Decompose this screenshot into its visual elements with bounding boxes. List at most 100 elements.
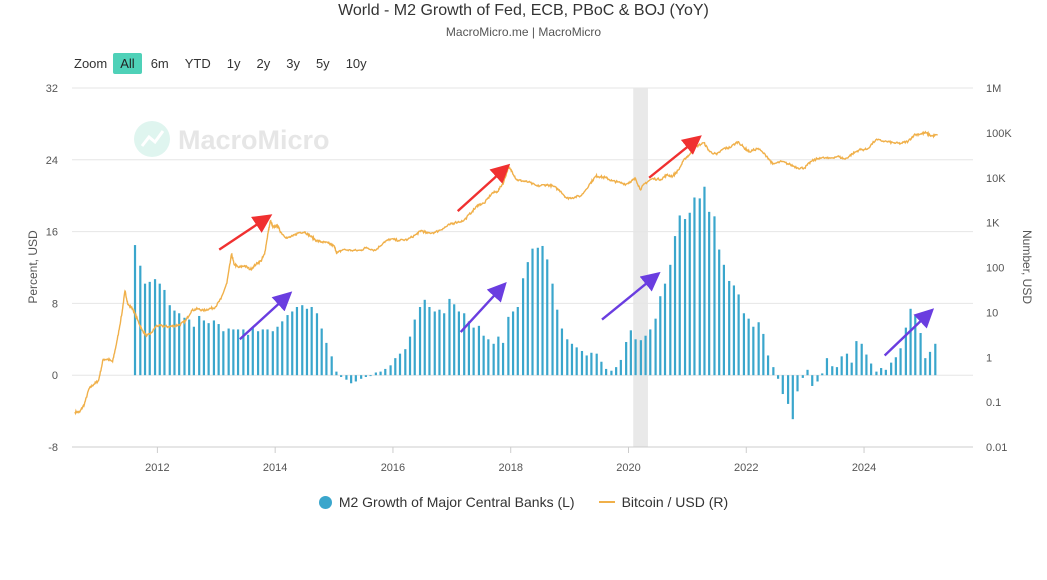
left-tick-label: 16 bbox=[46, 227, 58, 239]
left-tick-label: 0 bbox=[52, 370, 58, 382]
zoom-1y-button[interactable]: 1y bbox=[226, 55, 241, 71]
bar bbox=[541, 245, 544, 376]
legend-label-bitcoin: Bitcoin / USD (R) bbox=[621, 494, 729, 510]
bar bbox=[364, 375, 367, 377]
bar bbox=[242, 329, 245, 376]
bar bbox=[899, 348, 902, 376]
bar bbox=[566, 339, 569, 376]
bar bbox=[350, 375, 353, 384]
legend-label-m2: M2 Growth of Major Central Banks (L) bbox=[338, 494, 575, 510]
bar bbox=[649, 329, 652, 376]
right-tick-label: 10K bbox=[986, 173, 1006, 185]
bar bbox=[580, 350, 584, 376]
bar bbox=[511, 311, 515, 376]
bar bbox=[222, 331, 225, 376]
zoom-ytd-button[interactable]: YTD bbox=[184, 55, 211, 71]
zoom-2y-button[interactable]: 2y bbox=[256, 55, 271, 71]
bar bbox=[654, 318, 657, 376]
bar bbox=[639, 340, 642, 376]
left-tick-label: -8 bbox=[48, 442, 58, 454]
zoom-5y-button[interactable]: 5y bbox=[315, 55, 330, 71]
bar bbox=[835, 367, 839, 376]
bar bbox=[713, 216, 716, 376]
right-tick-label: 0.1 bbox=[986, 397, 1001, 409]
bar bbox=[811, 375, 814, 386]
zoom-10y-button[interactable]: 10y bbox=[345, 55, 367, 71]
left-tick-label: 8 bbox=[52, 298, 58, 310]
bar bbox=[791, 375, 794, 420]
bar bbox=[487, 339, 490, 376]
bar bbox=[281, 321, 284, 376]
bar bbox=[217, 324, 220, 376]
bar bbox=[894, 357, 897, 376]
bar bbox=[472, 327, 475, 376]
zoom-all-button[interactable]: All bbox=[113, 52, 142, 74]
bar bbox=[816, 375, 819, 382]
bar bbox=[860, 343, 863, 376]
bar bbox=[663, 283, 667, 376]
bar bbox=[732, 285, 736, 376]
red-trend-arrow bbox=[456, 163, 511, 213]
bar bbox=[163, 289, 166, 376]
bar bbox=[335, 371, 338, 376]
bar bbox=[315, 313, 319, 376]
legend-item-m2[interactable]: M2 Growth of Major Central Banks (L) bbox=[318, 494, 575, 510]
x-tick-label: 2016 bbox=[381, 462, 405, 474]
bar bbox=[605, 368, 608, 376]
bar bbox=[669, 264, 672, 376]
bar bbox=[276, 326, 279, 376]
purple-trend-arrow bbox=[601, 271, 661, 321]
bar bbox=[286, 315, 289, 376]
bar bbox=[934, 343, 937, 376]
bar bbox=[374, 372, 377, 376]
bar bbox=[762, 333, 765, 376]
zoom-6m-button[interactable]: 6m bbox=[150, 55, 169, 71]
bar bbox=[188, 319, 191, 376]
bar bbox=[825, 358, 829, 376]
bar bbox=[261, 329, 264, 376]
red-trend-arrow bbox=[218, 214, 273, 251]
bar bbox=[301, 305, 304, 376]
bar bbox=[398, 353, 402, 376]
bar bbox=[688, 212, 691, 376]
bar bbox=[202, 320, 206, 376]
right-tick-label: 0.01 bbox=[986, 442, 1007, 454]
bar bbox=[821, 373, 824, 376]
bar bbox=[728, 280, 731, 376]
bar bbox=[678, 215, 681, 376]
bar bbox=[438, 309, 441, 376]
zoom-3y-button[interactable]: 3y bbox=[286, 55, 300, 71]
bitcoin-line bbox=[74, 130, 938, 416]
bar bbox=[477, 325, 481, 376]
bar bbox=[413, 319, 416, 376]
bar bbox=[232, 329, 235, 376]
bar bbox=[766, 355, 770, 376]
x-tick-label: 2018 bbox=[498, 462, 522, 474]
bar bbox=[546, 259, 549, 376]
bar bbox=[192, 326, 195, 376]
legend-item-bitcoin[interactable]: Bitcoin / USD (R) bbox=[598, 494, 729, 510]
watermark: MacroMicro bbox=[134, 121, 330, 157]
highlight-band bbox=[633, 88, 648, 447]
bar bbox=[840, 356, 843, 376]
bar bbox=[693, 197, 696, 376]
bar bbox=[772, 367, 775, 376]
bar bbox=[236, 329, 240, 376]
bar bbox=[354, 375, 357, 382]
bar bbox=[801, 375, 804, 378]
bar bbox=[590, 352, 593, 376]
right-tick-label: 1 bbox=[986, 352, 992, 364]
bar bbox=[884, 369, 887, 376]
bar bbox=[183, 317, 186, 376]
left-axis-title: Percent, USD bbox=[26, 230, 40, 304]
zoom-label: Zoom bbox=[74, 55, 108, 71]
bar bbox=[507, 316, 510, 376]
bar bbox=[457, 311, 460, 376]
bar bbox=[158, 283, 161, 376]
bar bbox=[698, 198, 701, 376]
bar bbox=[320, 328, 323, 376]
bar bbox=[806, 369, 809, 376]
bar bbox=[521, 278, 525, 376]
bar bbox=[212, 320, 216, 376]
bar bbox=[330, 356, 333, 376]
